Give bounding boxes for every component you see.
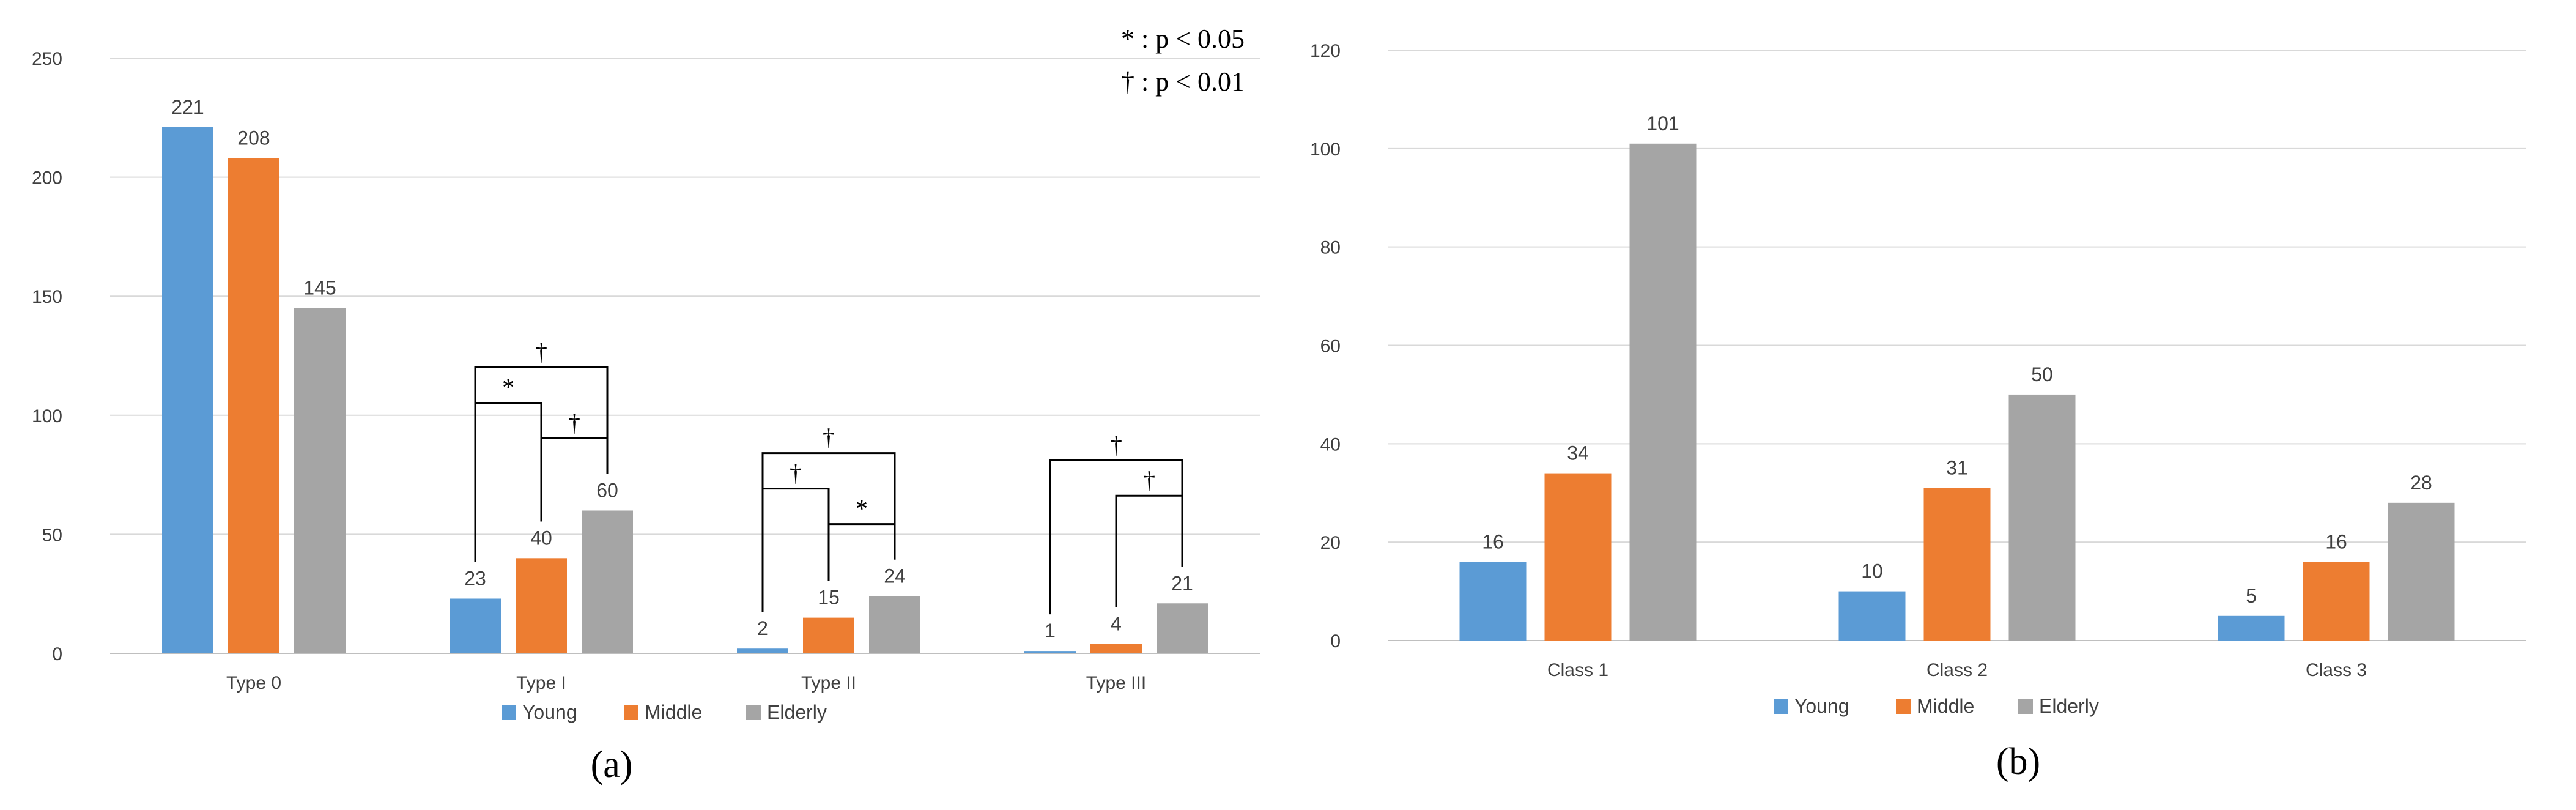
significance-note-star: * : p < 0.05 [1121, 24, 1245, 54]
legend-label-middle: Middle [645, 701, 702, 723]
panel-label: (a) [591, 744, 633, 786]
x-tick-label: Type II [801, 673, 856, 693]
data-label: 16 [1482, 530, 1504, 552]
y-tick-label: 40 [1320, 434, 1341, 455]
bar-middle [516, 558, 567, 653]
data-label: 16 [2325, 530, 2347, 552]
legend-label-young: Young [1794, 695, 1849, 717]
legend-label-middle: Middle [1917, 695, 1974, 717]
legend-swatch-middle [624, 705, 638, 720]
data-label: 221 [171, 96, 204, 118]
significance-bracket [827, 523, 896, 581]
data-label: 2 [757, 617, 768, 639]
x-tick-label: Type III [1086, 673, 1146, 693]
y-tick-label: 80 [1320, 238, 1341, 258]
data-label: 34 [1567, 442, 1589, 464]
bar-young [162, 127, 213, 654]
bar-middle [2303, 562, 2370, 641]
significance-symbol: † [823, 424, 835, 451]
significance-symbol: * [856, 495, 868, 522]
bar-young [450, 598, 501, 653]
significance-symbol: † [1143, 466, 1155, 494]
y-tick-label: 200 [32, 168, 62, 188]
x-tick-label: Type I [516, 673, 566, 693]
bar-middle [1090, 644, 1142, 653]
bar-middle [1923, 488, 1991, 641]
data-label: 60 [596, 479, 618, 501]
data-label: 31 [1946, 457, 1968, 479]
significance-bracket [540, 437, 609, 522]
y-tick-label: 0 [1330, 631, 1341, 652]
data-label: 40 [530, 527, 552, 549]
data-label: 21 [1171, 572, 1193, 594]
data-label: 5 [2246, 585, 2257, 607]
y-tick-label: 60 [1320, 336, 1341, 357]
data-label: 28 [2410, 472, 2432, 494]
bar-young [1024, 651, 1076, 653]
data-label: 208 [237, 127, 270, 149]
significance-symbol: † [790, 459, 802, 487]
bar-middle [803, 617, 854, 653]
y-tick-label: 100 [32, 406, 62, 426]
x-tick-label: Type 0 [226, 673, 281, 693]
significance-note-dagger: † : p < 0.01 [1121, 67, 1245, 97]
legend-swatch-young [502, 705, 516, 720]
significance-symbol: † [568, 409, 580, 436]
significance-symbol: * [502, 373, 514, 401]
significance-symbol: † [1110, 431, 1122, 458]
bar-young [2218, 615, 2285, 641]
legend-label-young: Young [522, 701, 577, 723]
bar-elderly [869, 596, 920, 653]
data-label: 4 [1111, 612, 1122, 634]
y-tick-label: 20 [1320, 533, 1341, 553]
y-tick-label: 120 [1310, 41, 1341, 61]
y-tick-label: 250 [32, 49, 62, 69]
y-tick-label: 50 [42, 525, 62, 545]
significance-bracket [1115, 494, 1183, 608]
data-label: 1 [1045, 620, 1056, 642]
bar-young [737, 648, 788, 653]
bar-middle [228, 158, 279, 653]
panel-label: (b) [1996, 741, 2040, 782]
bar-elderly [2008, 394, 2076, 641]
data-label: 15 [818, 587, 840, 609]
bar-elderly [294, 308, 346, 653]
bar-middle [1544, 473, 1612, 641]
x-tick-label: Class 2 [1926, 660, 1988, 680]
y-tick-label: 0 [52, 644, 62, 664]
bar-elderly [1629, 143, 1697, 641]
legend-label-elderly: Elderly [767, 701, 827, 723]
chart-b: 0 20 40 60 80 100 120 Class 1 Class 2 Class 3 16 10… [1310, 41, 2526, 782]
legend-swatch-elderly [2018, 699, 2033, 714]
legend-label-elderly: Elderly [2039, 695, 2099, 717]
data-label: 24 [884, 565, 906, 587]
legend-swatch-elderly [746, 705, 761, 720]
chart-a: 0 50 100 150 200 250 Type 0 Type I Type II Type I… [32, 49, 1260, 786]
bar-elderly [582, 510, 633, 653]
legend-swatch-young [1774, 699, 1788, 714]
data-label: 145 [303, 277, 336, 299]
data-label: 101 [1646, 113, 1679, 135]
y-tick-label: 150 [32, 287, 62, 307]
data-label: 10 [1861, 560, 1883, 582]
x-tick-label: Class 1 [1547, 660, 1608, 680]
bar-elderly [1157, 603, 1208, 653]
y-tick-label: 100 [1310, 139, 1341, 160]
bar-young [1459, 562, 1527, 641]
data-label: 50 [2031, 363, 2053, 385]
data-label: 23 [464, 567, 486, 589]
bar-young [1838, 591, 1906, 641]
x-tick-label: Class 3 [2306, 660, 2367, 680]
legend-swatch-middle [1896, 699, 1911, 714]
significance-symbol: † [535, 338, 547, 365]
bar-elderly [2388, 502, 2455, 641]
